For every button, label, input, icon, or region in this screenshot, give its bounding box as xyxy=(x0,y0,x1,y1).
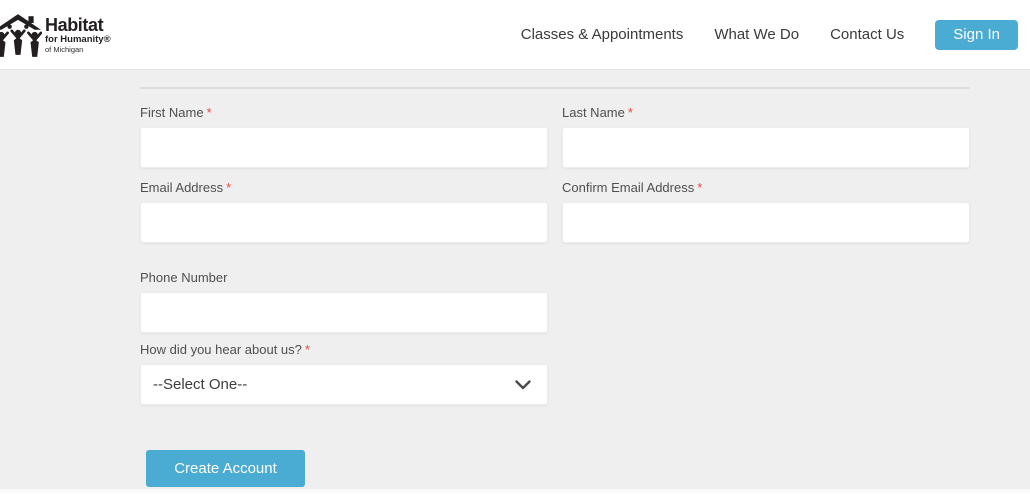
habitat-logo[interactable]: Habitat for Humanity® of Michigan xyxy=(0,12,111,58)
required-asterisk: * xyxy=(226,180,232,195)
nav-item-what-we-do[interactable]: What We Do xyxy=(714,26,800,43)
logo-line-for-humanity: for Humanity® xyxy=(45,33,111,45)
email-address-label: Email Address * xyxy=(140,180,231,196)
referral-source-label-text: How did you hear about us? xyxy=(140,342,302,357)
sign-in-button[interactable]: Sign In xyxy=(935,19,1018,50)
last-name-label: Last Name * xyxy=(562,105,633,121)
habitat-logo-text: Habitat for Humanity® of Michigan xyxy=(45,16,111,54)
referral-source-selected-value: --Select One-- xyxy=(153,376,248,393)
phone-number-label: Phone Number xyxy=(140,270,227,286)
required-asterisk: * xyxy=(206,105,212,120)
first-name-input[interactable] xyxy=(140,127,548,168)
logo-line-of-michigan: of Michigan xyxy=(45,45,84,54)
last-name-label-text: Last Name xyxy=(562,105,625,120)
header-nav: Classes & Appointments What We Do Contac… xyxy=(520,19,1030,50)
top-navigation-bar: Habitat for Humanity® of Michigan Classe… xyxy=(0,0,1030,70)
nav-item-classes-appointments[interactable]: Classes & Appointments xyxy=(520,26,684,43)
required-asterisk: * xyxy=(627,105,633,120)
create-account-form: First Name * Last Name * Email Address * Co… xyxy=(0,70,1030,494)
referral-source-select[interactable]: --Select One-- xyxy=(140,364,548,405)
email-address-label-text: Email Address xyxy=(140,180,224,195)
habitat-house-people-icon xyxy=(0,13,42,57)
chevron-down-icon xyxy=(515,379,531,389)
last-name-input[interactable] xyxy=(562,127,970,168)
required-asterisk: * xyxy=(697,180,703,195)
phone-number-input[interactable] xyxy=(140,292,548,333)
form-top-divider xyxy=(140,87,970,89)
email-address-input[interactable] xyxy=(140,202,548,243)
referral-source-label: How did you hear about us? * xyxy=(140,342,310,358)
logo-line-habitat: Habitat xyxy=(45,14,104,35)
confirm-email-address-label-text: Confirm Email Address xyxy=(562,180,695,195)
required-asterisk: * xyxy=(304,342,310,357)
confirm-email-address-label: Confirm Email Address * xyxy=(562,180,702,196)
first-name-label-text: First Name xyxy=(140,105,204,120)
create-account-button[interactable]: Create Account xyxy=(146,450,305,487)
confirm-email-address-input[interactable] xyxy=(562,202,970,243)
next-section-edge xyxy=(0,489,1030,494)
first-name-label: First Name * xyxy=(140,105,212,121)
phone-number-label-text: Phone Number xyxy=(140,270,228,285)
nav-item-contact-us[interactable]: Contact Us xyxy=(830,26,905,43)
